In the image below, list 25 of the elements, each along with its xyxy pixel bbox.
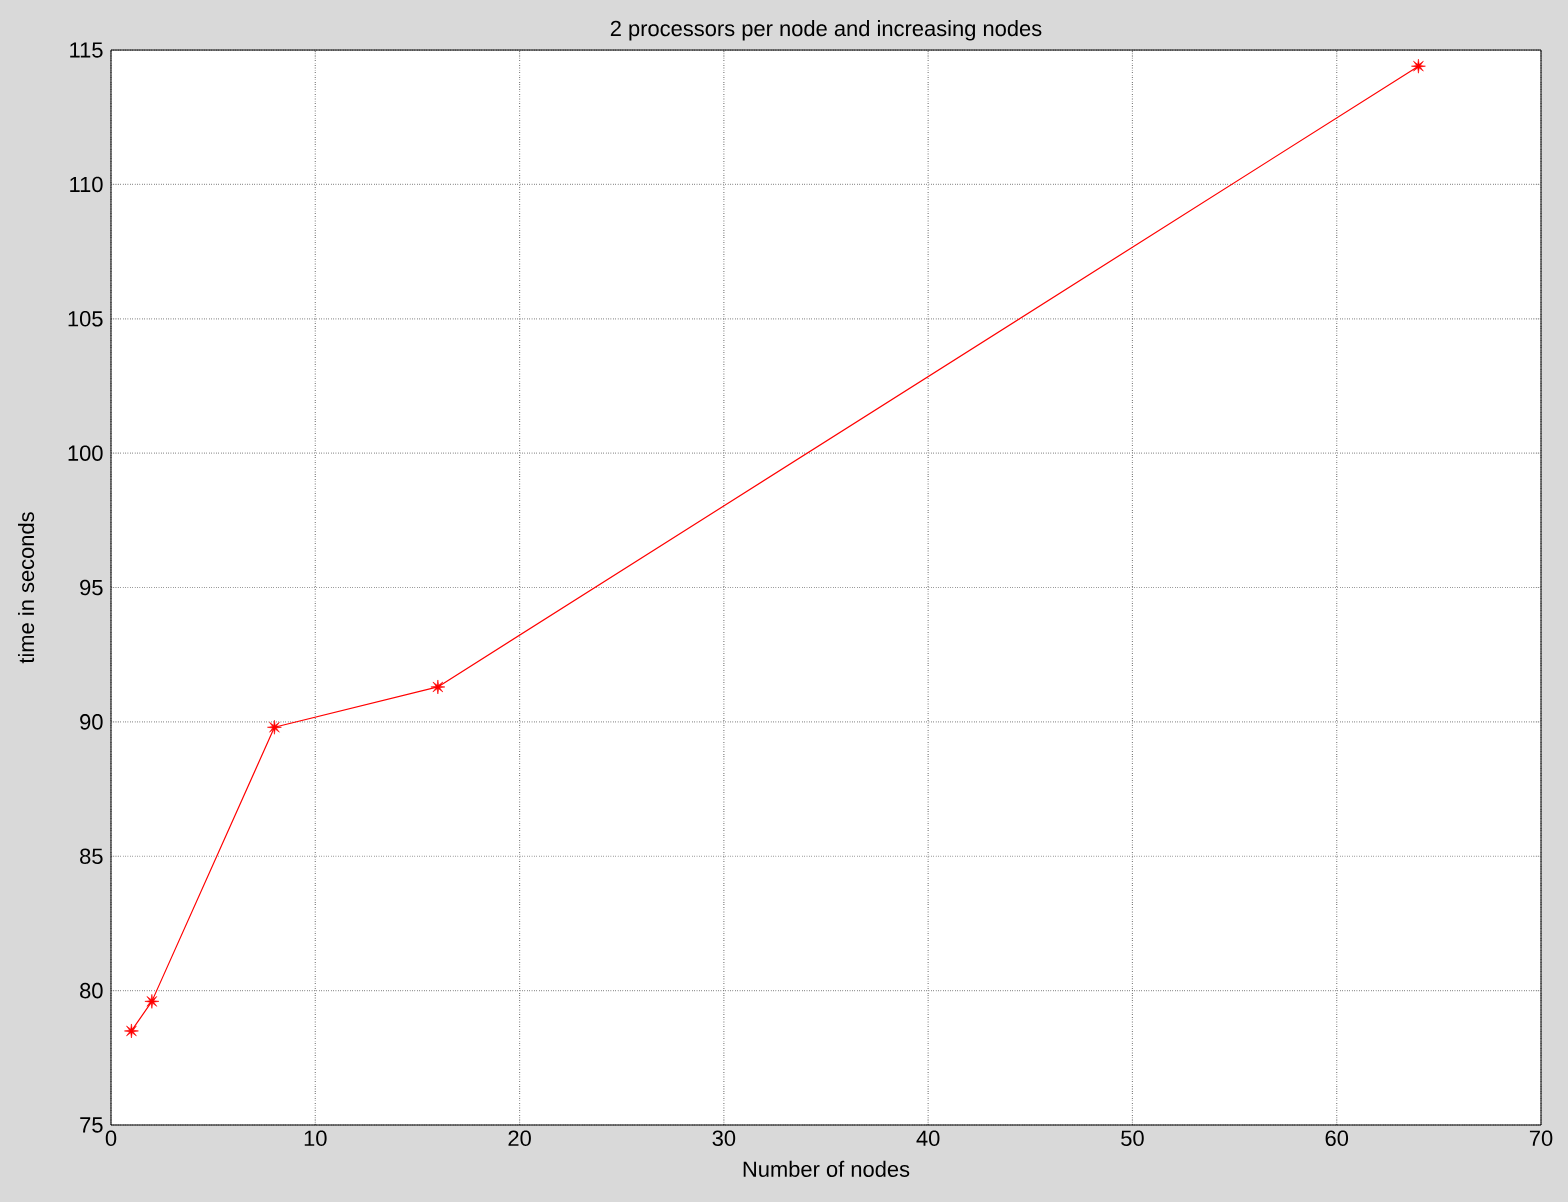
x-tick-label: 10: [304, 1130, 327, 1147]
x-tick-label: 60: [1325, 1130, 1349, 1147]
point: [1411, 58, 1426, 74]
point: [430, 679, 446, 695]
point: [124, 1023, 139, 1039]
y-tick-label: 90: [80, 714, 103, 730]
x-tick-label: 30: [712, 1130, 736, 1147]
y-tick-label: 85: [80, 848, 103, 865]
y-tick-label: 110: [70, 176, 103, 193]
y-tick-label: 75: [80, 1117, 103, 1133]
point: [144, 994, 160, 1009]
y-tick-label: 105: [68, 311, 103, 327]
x-tick-label: 40: [916, 1130, 940, 1147]
y-tick-label: 95: [80, 579, 103, 596]
y-tick-label: 115: [70, 42, 103, 58]
chart-title: 2 processors per node and increasing nodes: [610, 20, 1042, 41]
y-axis-title: time in seconds: [18, 512, 35, 664]
x-tick-label: 0: [105, 1130, 117, 1147]
y-tick-label: 100: [68, 445, 103, 461]
x-tick-label: 70: [1529, 1130, 1553, 1147]
y-tick-label: 80: [80, 982, 103, 999]
x-tick-label: 50: [1121, 1130, 1144, 1147]
point: [267, 719, 282, 735]
x-axis-title: Number of nodes: [743, 1160, 910, 1177]
x-tick-label: 20: [508, 1130, 531, 1147]
